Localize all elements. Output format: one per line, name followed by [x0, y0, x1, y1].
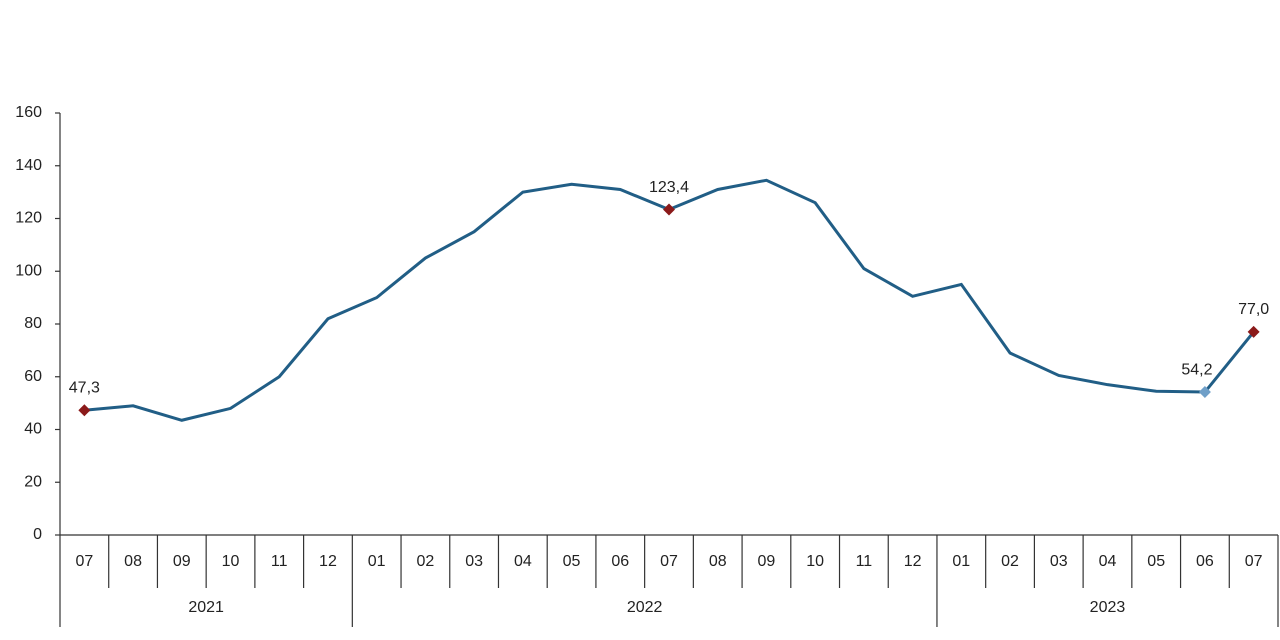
- y-tick-label: 20: [24, 473, 42, 490]
- x-tick-label: 01: [952, 553, 970, 570]
- y-tick-label: 0: [33, 526, 42, 543]
- x-tick-label: 06: [611, 553, 629, 570]
- x-tick-label: 07: [1245, 553, 1263, 570]
- point-marker: [78, 404, 91, 417]
- data-line: [84, 178, 1255, 422]
- y-tick-label: 120: [15, 210, 42, 227]
- point-marker: [663, 203, 675, 216]
- x-tick-label: 09: [758, 553, 776, 570]
- x-tick-label: 03: [1050, 553, 1068, 570]
- point-marker: [1247, 325, 1260, 338]
- y-tick-label: 100: [15, 262, 42, 279]
- x-tick-label: 07: [75, 553, 93, 570]
- y-tick-label: 140: [15, 157, 42, 174]
- y-tick-label: 160: [15, 104, 42, 121]
- y-tick-label: 80: [24, 315, 42, 332]
- x-tick-label: 10: [222, 553, 240, 570]
- x-tick-label: 01: [368, 553, 386, 570]
- x-tick-label: 11: [856, 553, 873, 570]
- x-tick-label: 11: [271, 553, 288, 570]
- x-tick-label: 09: [173, 553, 191, 570]
- data-label: 47,3: [69, 379, 100, 396]
- point-marker: [1198, 386, 1211, 399]
- data-label: 123,4: [649, 179, 689, 196]
- x-tick-label: 08: [709, 553, 727, 570]
- y-tick-label: 40: [24, 421, 42, 438]
- year-label: 2021: [188, 599, 224, 616]
- data-label: 77,0: [1238, 301, 1269, 318]
- data-label: 54,2: [1181, 361, 1212, 378]
- x-tick-label: 02: [417, 553, 435, 570]
- x-tick-label: 05: [1147, 553, 1165, 570]
- x-tick-label: 07: [660, 553, 678, 570]
- year-label: 2022: [627, 599, 663, 616]
- x-tick-label: 06: [1196, 553, 1214, 570]
- year-label: 2023: [1090, 599, 1126, 616]
- x-tick-label: 05: [563, 553, 581, 570]
- x-tick-label: 12: [319, 553, 337, 570]
- x-tick-label: 08: [124, 553, 142, 570]
- x-tick-label: 02: [1001, 553, 1019, 570]
- y-tick-label: 60: [24, 368, 42, 385]
- x-tick-label: 12: [904, 553, 922, 570]
- x-tick-label: 10: [806, 553, 824, 570]
- x-tick-label: 04: [1099, 553, 1117, 570]
- x-tick-label: 03: [465, 553, 483, 570]
- x-tick-label: 04: [514, 553, 532, 570]
